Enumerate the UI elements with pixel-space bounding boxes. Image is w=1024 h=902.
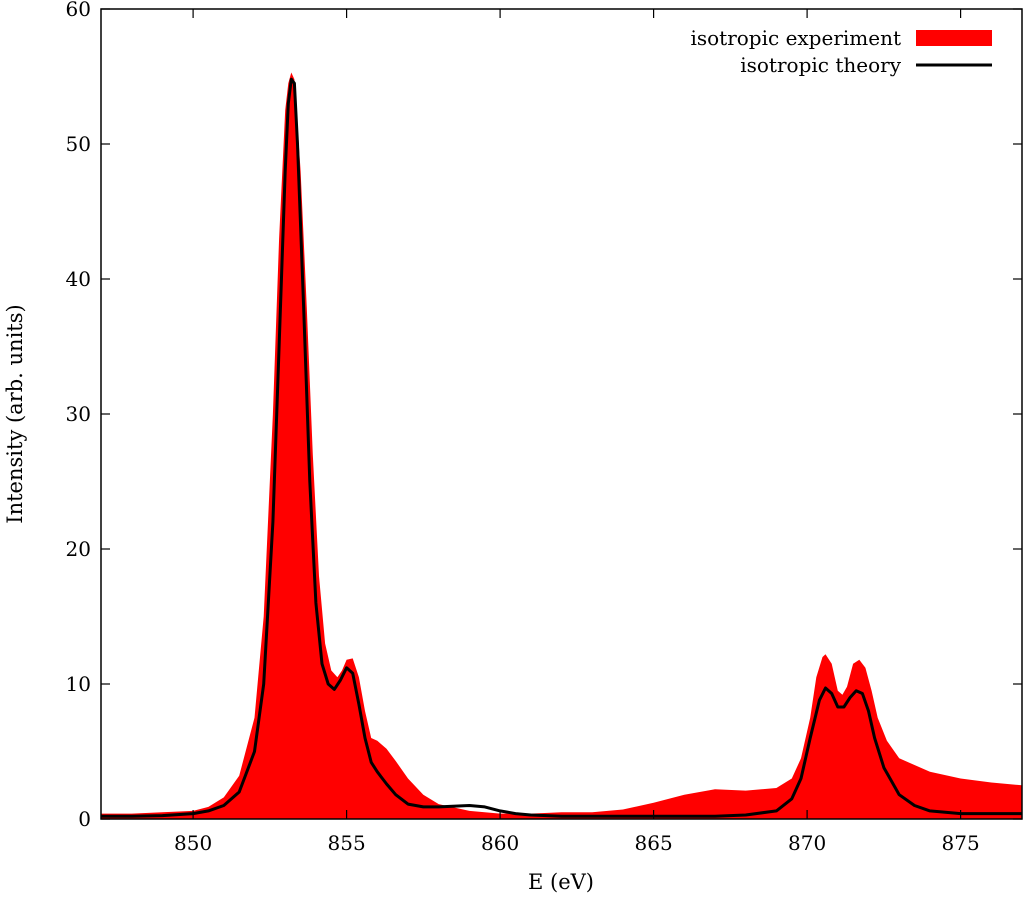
x-axis-label: E (eV) (528, 870, 594, 894)
y-axis-label: Intensity (arb. units) (3, 304, 27, 523)
series-line-theory (101, 77, 1022, 818)
x-tick-label: 850 (174, 831, 212, 855)
x-tick-label: 855 (328, 831, 366, 855)
y-tick-label: 0 (78, 807, 91, 831)
plot-frame (100, 8, 1023, 820)
y-tick-label: 30 (66, 402, 91, 426)
legend-label: isotropic experiment (690, 26, 901, 50)
series-area-experiment (101, 72, 1022, 819)
y-tick-label: 60 (66, 0, 91, 21)
y-tick-label: 20 (66, 537, 91, 561)
x-tick-label: 865 (635, 831, 673, 855)
x-tick-label: 875 (942, 831, 980, 855)
y-axis: 0 10 20 30 40 50 60 (66, 0, 1022, 831)
y-tick-label: 50 (66, 132, 91, 156)
x-tick-label: 870 (788, 831, 826, 855)
series-layer (101, 72, 1022, 819)
y-tick-label: 40 (66, 267, 91, 291)
x-axis: 850 855 860 865 870 875 (174, 9, 980, 855)
legend-label: isotropic theory (740, 53, 901, 77)
legend-swatch-area (916, 30, 992, 46)
x-tick-label: 860 (481, 831, 519, 855)
legend: isotropic experiment isotropic theory (690, 26, 992, 77)
y-tick-label: 10 (66, 672, 91, 696)
